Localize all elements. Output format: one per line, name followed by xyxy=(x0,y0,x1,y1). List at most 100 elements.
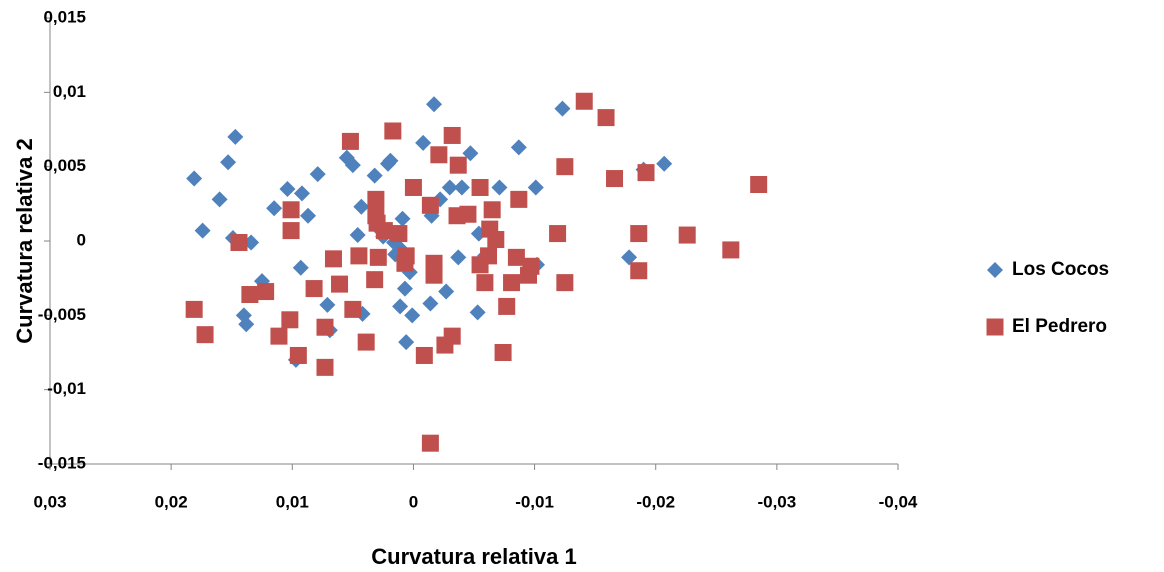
point xyxy=(483,201,501,219)
point xyxy=(450,249,467,266)
point xyxy=(341,132,359,150)
point xyxy=(257,283,275,301)
x-tick-label: -0,01 xyxy=(515,492,554,511)
point xyxy=(522,257,540,275)
point xyxy=(549,225,567,243)
point xyxy=(392,298,409,315)
point xyxy=(480,247,498,265)
point xyxy=(366,167,383,184)
point xyxy=(415,346,433,364)
point xyxy=(556,274,574,292)
point xyxy=(510,190,528,208)
point xyxy=(471,178,489,196)
point xyxy=(443,126,461,144)
x-tick-label: 0,02 xyxy=(155,492,188,511)
point xyxy=(220,154,237,171)
x-tick-label: 0 xyxy=(409,492,418,511)
y-tick-label: 0,01 xyxy=(53,82,86,101)
point xyxy=(369,248,387,266)
x-axis-title: Curvatura relativa 1 xyxy=(371,544,576,569)
x-tick-label: 0,03 xyxy=(33,492,66,511)
point xyxy=(196,326,214,344)
point xyxy=(230,233,248,251)
point xyxy=(390,225,408,243)
point xyxy=(415,134,432,151)
point xyxy=(309,166,326,183)
point xyxy=(527,179,544,196)
point xyxy=(353,198,370,215)
point xyxy=(449,156,467,174)
point xyxy=(319,296,336,313)
point xyxy=(398,334,415,351)
x-tick-label: -0,02 xyxy=(636,492,675,511)
point xyxy=(300,207,317,224)
point xyxy=(227,128,244,145)
point xyxy=(382,152,399,169)
y-tick-label: -0,015 xyxy=(38,453,86,472)
point xyxy=(498,297,516,315)
point xyxy=(421,434,439,452)
y-tick-label: 0,015 xyxy=(43,7,86,26)
point xyxy=(316,358,334,376)
point xyxy=(305,280,323,298)
point xyxy=(459,205,477,223)
point xyxy=(575,92,593,110)
point xyxy=(422,295,439,312)
point xyxy=(503,274,521,292)
point xyxy=(282,201,300,219)
point xyxy=(630,225,648,243)
point xyxy=(331,275,349,293)
legend-marker xyxy=(986,318,1004,336)
point xyxy=(367,190,385,208)
point xyxy=(266,200,283,217)
point xyxy=(494,344,512,361)
point xyxy=(357,333,375,351)
point xyxy=(510,139,527,156)
legend-label: Los Cocos xyxy=(1012,259,1109,280)
point xyxy=(507,248,525,266)
point xyxy=(426,96,443,113)
point xyxy=(241,286,259,304)
point xyxy=(292,259,309,276)
point xyxy=(324,250,342,268)
point xyxy=(469,304,486,321)
point xyxy=(656,155,673,172)
point xyxy=(282,222,300,240)
point xyxy=(396,254,414,272)
point xyxy=(394,210,411,227)
y-tick-label: 0 xyxy=(77,230,86,249)
legend-marker xyxy=(987,262,1003,278)
point xyxy=(678,226,696,244)
point xyxy=(421,196,439,214)
point xyxy=(430,146,448,164)
y-tick-label: -0,005 xyxy=(38,305,86,324)
point xyxy=(281,311,299,329)
point xyxy=(554,100,571,117)
point xyxy=(185,300,203,318)
point xyxy=(375,222,393,240)
point xyxy=(597,109,615,127)
point xyxy=(443,327,461,345)
point xyxy=(384,122,402,140)
point xyxy=(621,249,638,266)
point xyxy=(425,266,443,284)
point xyxy=(211,191,228,208)
point xyxy=(194,222,211,239)
point xyxy=(487,231,505,249)
x-tick-label: -0,04 xyxy=(879,492,918,511)
point xyxy=(441,179,458,196)
point xyxy=(316,318,334,336)
point xyxy=(293,185,310,202)
point xyxy=(404,178,422,196)
point xyxy=(491,179,508,196)
point xyxy=(344,157,361,174)
y-axis-title: Curvatura relativa 2 xyxy=(12,138,37,343)
point xyxy=(606,170,624,188)
point xyxy=(556,158,574,176)
point xyxy=(722,241,740,259)
point xyxy=(350,247,368,265)
x-tick-label: -0,03 xyxy=(757,492,796,511)
point xyxy=(630,262,648,280)
y-tick-label: -0,01 xyxy=(47,379,86,398)
